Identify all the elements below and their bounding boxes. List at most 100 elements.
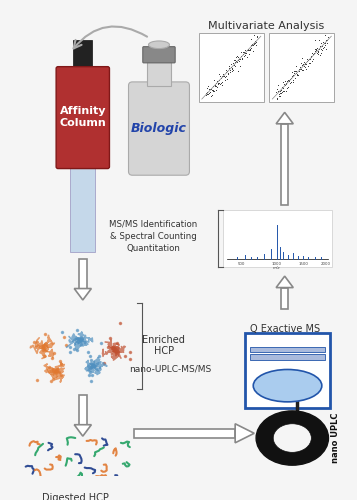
- Point: [303, 65, 309, 73]
- Point: [216, 80, 221, 88]
- Point: [297, 65, 302, 73]
- Point: [308, 53, 313, 61]
- Point: [240, 54, 245, 62]
- Point: [311, 50, 316, 58]
- Point: [274, 85, 280, 93]
- Point: [291, 68, 297, 76]
- Point: [211, 88, 217, 96]
- Point: [214, 84, 220, 92]
- Point: [297, 62, 303, 70]
- Point: [233, 52, 239, 60]
- Point: [314, 44, 320, 52]
- Point: [223, 68, 229, 76]
- Point: [253, 38, 258, 46]
- Point: [250, 41, 256, 49]
- Point: [291, 76, 296, 84]
- Point: [217, 80, 223, 88]
- Point: [233, 62, 238, 70]
- Point: [205, 90, 211, 98]
- Point: [295, 70, 301, 78]
- Point: [287, 79, 293, 87]
- Point: [287, 76, 292, 84]
- Polygon shape: [276, 276, 293, 287]
- Point: [225, 67, 230, 75]
- Point: [322, 31, 328, 39]
- Point: [225, 70, 231, 78]
- Bar: [296, 395, 299, 411]
- Point: [276, 92, 282, 100]
- Point: [238, 54, 244, 62]
- Point: [211, 86, 216, 94]
- Text: 1500: 1500: [298, 262, 308, 266]
- Point: [246, 46, 252, 54]
- Ellipse shape: [273, 424, 311, 452]
- Point: [236, 56, 241, 64]
- Point: [321, 39, 327, 47]
- Point: [317, 52, 323, 60]
- Point: [254, 32, 260, 40]
- Point: [300, 66, 306, 74]
- Point: [243, 50, 249, 58]
- Point: [295, 71, 301, 79]
- Point: [207, 88, 213, 96]
- Point: [313, 45, 319, 53]
- Point: [313, 46, 319, 54]
- Point: [240, 50, 246, 58]
- Text: Enriched
HCP: Enriched HCP: [142, 335, 185, 356]
- Point: [253, 42, 259, 50]
- Point: [242, 49, 247, 57]
- Point: [215, 78, 221, 86]
- Point: [318, 50, 323, 58]
- Point: [276, 90, 282, 98]
- Point: [227, 62, 232, 70]
- Point: [218, 80, 223, 88]
- Point: [205, 82, 211, 90]
- Point: [307, 59, 313, 67]
- Point: [301, 62, 307, 70]
- Text: m/z: m/z: [273, 266, 281, 270]
- Point: [302, 60, 308, 68]
- Point: [232, 56, 237, 64]
- Text: Biologic: Biologic: [131, 122, 187, 135]
- Point: [316, 36, 322, 44]
- Point: [280, 78, 286, 86]
- Point: [303, 60, 309, 68]
- Bar: [147, 62, 171, 86]
- Point: [293, 67, 299, 75]
- Point: [273, 88, 279, 96]
- Point: [234, 52, 240, 60]
- Point: [225, 69, 231, 77]
- Text: Multivariate Analysis: Multivariate Analysis: [207, 21, 324, 31]
- Point: [292, 74, 297, 82]
- Bar: [281, 288, 288, 310]
- Point: [250, 48, 256, 56]
- Point: [240, 48, 246, 56]
- Point: [315, 47, 321, 55]
- Point: [232, 58, 238, 66]
- Point: [252, 31, 257, 39]
- Point: [320, 46, 325, 54]
- Point: [203, 88, 209, 96]
- Point: [209, 86, 215, 94]
- FancyBboxPatch shape: [129, 82, 190, 175]
- Point: [285, 76, 291, 84]
- Point: [245, 46, 251, 54]
- Point: [309, 50, 315, 58]
- Point: [296, 66, 302, 74]
- Point: [206, 85, 211, 93]
- Point: [226, 64, 231, 72]
- Text: MS/MS Identification
& Spectral Counting
Quantitation: MS/MS Identification & Spectral Counting…: [109, 219, 197, 253]
- Point: [229, 64, 235, 72]
- Point: [283, 79, 289, 87]
- Point: [244, 52, 250, 60]
- Point: [248, 41, 254, 49]
- Point: [283, 87, 288, 95]
- Point: [244, 46, 250, 54]
- Point: [213, 79, 219, 87]
- Point: [254, 34, 260, 42]
- Point: [310, 56, 316, 64]
- Point: [203, 89, 208, 97]
- Point: [222, 73, 228, 81]
- Point: [212, 82, 217, 90]
- Point: [205, 90, 210, 98]
